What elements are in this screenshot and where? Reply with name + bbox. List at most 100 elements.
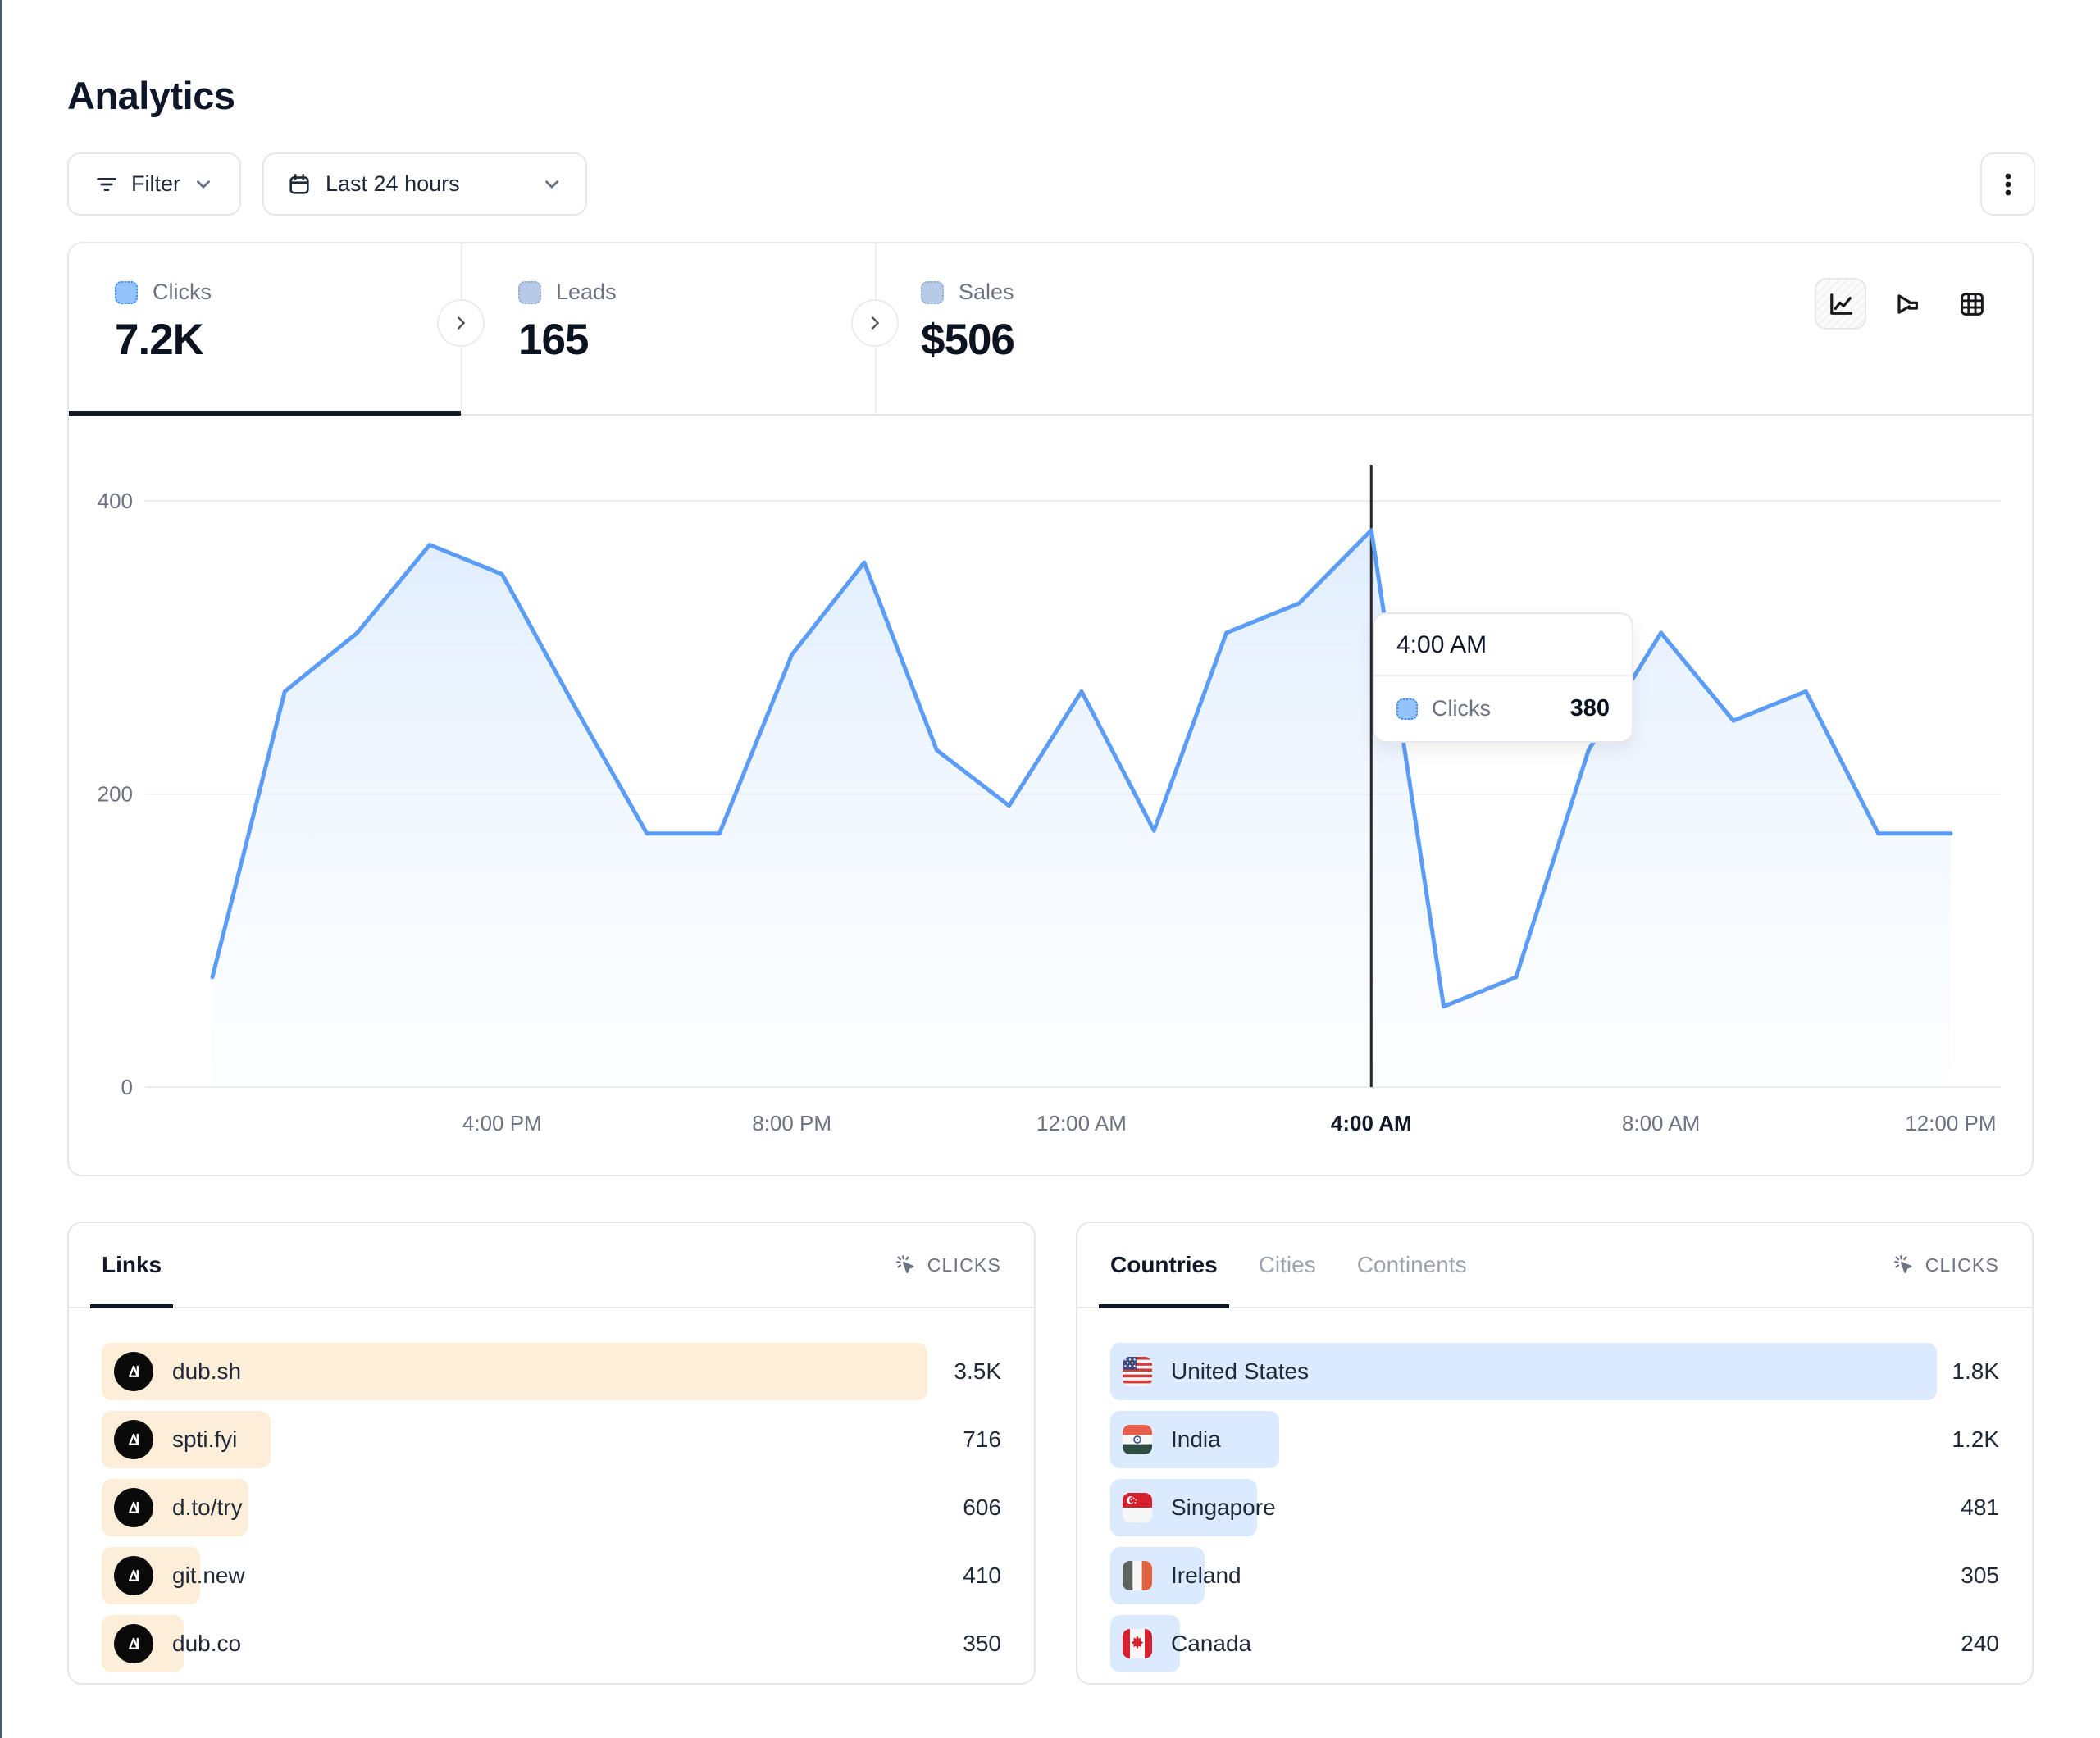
more-options-button[interactable] (1980, 152, 2035, 216)
chart-tooltip: 4:00 AM Clicks 380 (1373, 612, 1633, 743)
stat-value: $506 (921, 316, 1015, 364)
geo-panel-header: Countries Cities Continents CLICKS (1077, 1223, 2032, 1308)
sales-legend-chip (921, 280, 944, 304)
filter-button-label: Filter (131, 171, 180, 196)
stats-tab-row: Clicks 7.2K Leads 165 (69, 243, 2032, 416)
country-row[interactable]: United States 1.8K (1110, 1343, 1999, 1400)
country-row[interactable]: Canada 240 (1110, 1615, 1999, 1672)
chart-view-toggle (1815, 278, 1998, 330)
link-row[interactable]: dub.sh 3.5K (102, 1343, 1001, 1400)
row-value: 410 (963, 1563, 1001, 1588)
window-edge (0, 0, 2, 1738)
dub-logo-icon (114, 1420, 153, 1459)
line-chart-icon (1829, 293, 1852, 315)
metric-label: CLICKS (927, 1253, 1001, 1276)
links-panel: Links CLICKS dub.sh 3.5K spti.fyi 716 d.to/t… (67, 1222, 1036, 1685)
stat-label: Clicks (153, 280, 212, 304)
table-grid-icon (1960, 292, 1984, 316)
row-value: 1.2K (1952, 1426, 1999, 1452)
page-title: Analytics (67, 74, 235, 118)
dub-logo-icon (114, 1556, 153, 1595)
chevron-down-icon (541, 174, 563, 195)
country-row[interactable]: India 1.2K (1110, 1411, 1999, 1468)
metric-label: CLICKS (1925, 1253, 1999, 1276)
tab-continents[interactable]: Continents (1356, 1252, 1467, 1277)
dub-logo-icon (114, 1352, 153, 1391)
country-row[interactable]: Ireland 305 (1110, 1547, 1999, 1604)
country-row[interactable]: Singapore 481 (1110, 1479, 1999, 1536)
date-range-label: Last 24 hours (326, 171, 460, 196)
stat-value: 165 (518, 316, 589, 364)
links-panel-header: Links CLICKS (69, 1223, 1034, 1308)
x-axis-tick: 12:00 AM (1036, 1111, 1127, 1135)
x-axis-tick: 8:00 AM (1622, 1111, 1700, 1135)
link-row[interactable]: d.to/try 606 (102, 1479, 1001, 1536)
row-value: 350 (963, 1631, 1001, 1656)
filter-button[interactable]: Filter (67, 152, 241, 216)
y-axis-tick: 400 (98, 489, 133, 513)
in-flag-icon (1123, 1425, 1152, 1454)
clicks-time-series-chart[interactable]: 0 200 400 4:00 PM 8:00 PM 12:00 AM 4:00 AM 8:00… (69, 416, 2032, 1176)
row-value: 1.8K (1952, 1358, 1999, 1384)
chevron-down-icon (193, 174, 214, 195)
tooltip-series-label: Clicks (1432, 696, 1491, 721)
row-label: Singapore (1171, 1495, 1276, 1520)
dub-logo-icon (114, 1488, 153, 1527)
cursor-click-icon (894, 1253, 918, 1277)
row-label: dub.sh (172, 1358, 242, 1384)
row-label: United States (1171, 1358, 1310, 1384)
row-label: git.new (172, 1563, 245, 1588)
table-view-button[interactable] (1946, 278, 1998, 330)
geo-metric-selector[interactable]: CLICKS (1892, 1253, 1999, 1277)
tooltip-value: 380 (1569, 695, 1610, 721)
expand-clicks-button[interactable] (437, 299, 485, 347)
row-bar (1110, 1343, 1938, 1400)
tooltip-time: 4:00 AM (1374, 614, 1632, 676)
us-flag-icon (1123, 1357, 1152, 1386)
row-value: 481 (1961, 1495, 1999, 1520)
tab-cities[interactable]: Cities (1258, 1252, 1316, 1277)
analytics-card: Clicks 7.2K Leads 165 (67, 242, 2034, 1176)
sg-flag-icon (1123, 1493, 1152, 1522)
active-tab-underline (69, 411, 461, 416)
stat-label: Sales (959, 280, 1014, 304)
row-value: 240 (1961, 1631, 1999, 1656)
date-range-button[interactable]: Last 24 hours (262, 152, 587, 216)
row-value: 3.5K (954, 1358, 1001, 1384)
stat-value: 7.2K (115, 316, 204, 364)
ca-flag-icon (1123, 1629, 1152, 1658)
ie-flag-icon (1123, 1561, 1152, 1590)
row-label: India (1171, 1426, 1221, 1452)
calendar-icon (287, 172, 312, 197)
y-axis-tick: 0 (121, 1075, 133, 1099)
link-row[interactable]: git.new 410 (102, 1547, 1001, 1604)
row-label: Canada (1171, 1631, 1252, 1656)
geo-list: United States 1.8K India 1.2K Singapore 481 Ir… (1077, 1308, 2032, 1672)
x-axis-tick: 8:00 PM (752, 1111, 831, 1135)
x-axis-tick: 4:00 AM (1331, 1111, 1412, 1135)
row-value: 305 (1961, 1563, 1999, 1588)
tab-leads[interactable]: Leads 165 (461, 243, 875, 414)
x-axis-tick: 4:00 PM (462, 1111, 542, 1135)
links-list: dub.sh 3.5K spti.fyi 716 d.to/try 606 git.new 4… (69, 1308, 1034, 1672)
row-bar (102, 1343, 928, 1400)
funnel-view-button[interactable] (1880, 278, 1932, 330)
tab-sales[interactable]: Sales $506 (875, 243, 1285, 414)
line-chart-view-button[interactable] (1815, 278, 1866, 330)
geo-tabs: Countries Cities Continents (1099, 1223, 1467, 1308)
chevron-right-icon (872, 316, 879, 330)
cursor-click-icon (1892, 1253, 1916, 1277)
x-axis-tick: 12:00 PM (1905, 1111, 1996, 1135)
tab-countries[interactable]: Countries (1099, 1223, 1229, 1308)
link-row[interactable]: spti.fyi 716 (102, 1411, 1001, 1468)
tab-clicks[interactable]: Clicks 7.2K (69, 243, 461, 416)
geo-panel: Countries Cities Continents CLICKS United … (1076, 1222, 2034, 1685)
stat-label: Leads (556, 280, 617, 304)
clicks-line (210, 528, 1953, 1009)
link-row[interactable]: dub.co 350 (102, 1615, 1001, 1672)
expand-leads-button[interactable] (851, 299, 899, 347)
y-axis-tick: 200 (98, 782, 133, 807)
links-metric-selector[interactable]: CLICKS (894, 1253, 1001, 1277)
tab-links[interactable]: Links (89, 1223, 174, 1308)
row-label: Ireland (1171, 1563, 1241, 1588)
